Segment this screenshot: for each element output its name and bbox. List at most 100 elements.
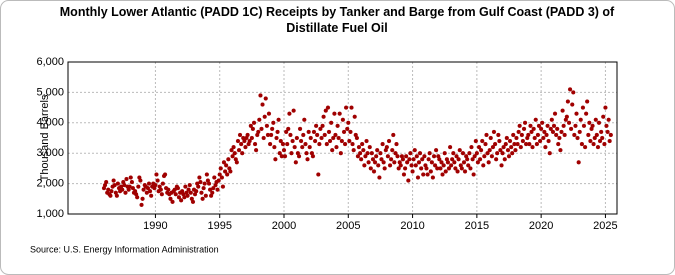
point	[141, 187, 146, 192]
point	[170, 199, 175, 204]
point	[339, 138, 344, 144]
point	[190, 199, 196, 204]
point	[303, 141, 308, 147]
point	[124, 176, 129, 182]
point	[354, 135, 359, 141]
point	[473, 138, 478, 144]
point	[216, 178, 221, 183]
point	[274, 135, 279, 141]
point	[511, 132, 516, 138]
point	[406, 178, 411, 183]
point	[289, 151, 294, 156]
point	[499, 163, 504, 168]
point	[536, 123, 542, 128]
point	[220, 184, 226, 189]
point	[425, 172, 430, 177]
point	[583, 145, 588, 150]
point	[282, 154, 288, 159]
point	[221, 160, 227, 165]
point	[586, 132, 591, 138]
point	[115, 181, 120, 186]
point	[489, 154, 494, 159]
points	[101, 87, 613, 207]
point	[470, 157, 475, 162]
point	[306, 129, 311, 135]
point	[481, 163, 486, 168]
point	[441, 163, 446, 168]
point	[574, 111, 579, 116]
point	[394, 141, 399, 147]
point	[502, 157, 507, 162]
point	[413, 163, 418, 168]
point	[337, 111, 342, 116]
point	[572, 132, 577, 138]
point	[128, 175, 133, 180]
point	[431, 154, 437, 159]
point	[468, 166, 473, 171]
point	[495, 151, 500, 156]
chart-title: Monthly Lower Atlantic (PADD 1C) Receipt…	[60, 5, 615, 35]
point	[281, 148, 287, 153]
point	[284, 129, 289, 135]
point	[532, 135, 537, 141]
point	[367, 145, 372, 150]
point	[202, 181, 207, 186]
point	[294, 135, 299, 141]
point	[304, 151, 309, 156]
point	[540, 120, 545, 125]
point	[120, 187, 125, 192]
point	[440, 172, 445, 177]
point	[507, 138, 513, 144]
point	[558, 148, 563, 153]
point	[315, 132, 320, 138]
point	[566, 120, 572, 125]
point	[465, 157, 470, 162]
point	[592, 135, 597, 141]
point	[446, 166, 452, 171]
point	[223, 169, 228, 174]
point	[548, 126, 553, 131]
point	[123, 190, 128, 195]
point	[501, 145, 506, 150]
point	[338, 151, 343, 156]
point	[467, 151, 472, 156]
point	[313, 138, 318, 144]
point	[203, 193, 208, 198]
point	[271, 120, 276, 125]
point	[522, 120, 528, 125]
point	[528, 123, 533, 128]
point	[325, 105, 331, 110]
point	[585, 99, 590, 104]
point	[509, 145, 514, 150]
point	[404, 154, 409, 159]
point	[417, 151, 423, 156]
point	[239, 141, 244, 147]
point	[225, 172, 230, 177]
point	[260, 102, 265, 107]
point	[162, 172, 168, 177]
point	[269, 132, 274, 138]
point	[521, 126, 527, 131]
point	[130, 186, 136, 191]
point	[377, 175, 382, 180]
point	[415, 175, 421, 180]
point	[153, 183, 158, 188]
point	[344, 105, 349, 110]
point	[355, 154, 361, 159]
point	[272, 145, 277, 150]
point	[210, 190, 215, 195]
point	[591, 141, 596, 147]
point	[575, 135, 580, 141]
x-tick-label: 1995	[207, 220, 231, 232]
point	[287, 111, 292, 116]
point	[543, 145, 548, 150]
point	[261, 135, 266, 141]
point	[381, 160, 386, 165]
x-tick-label: 2000	[272, 220, 296, 232]
point	[219, 175, 224, 180]
point	[158, 187, 163, 192]
point	[529, 129, 534, 135]
point	[419, 166, 424, 171]
point	[186, 187, 191, 192]
